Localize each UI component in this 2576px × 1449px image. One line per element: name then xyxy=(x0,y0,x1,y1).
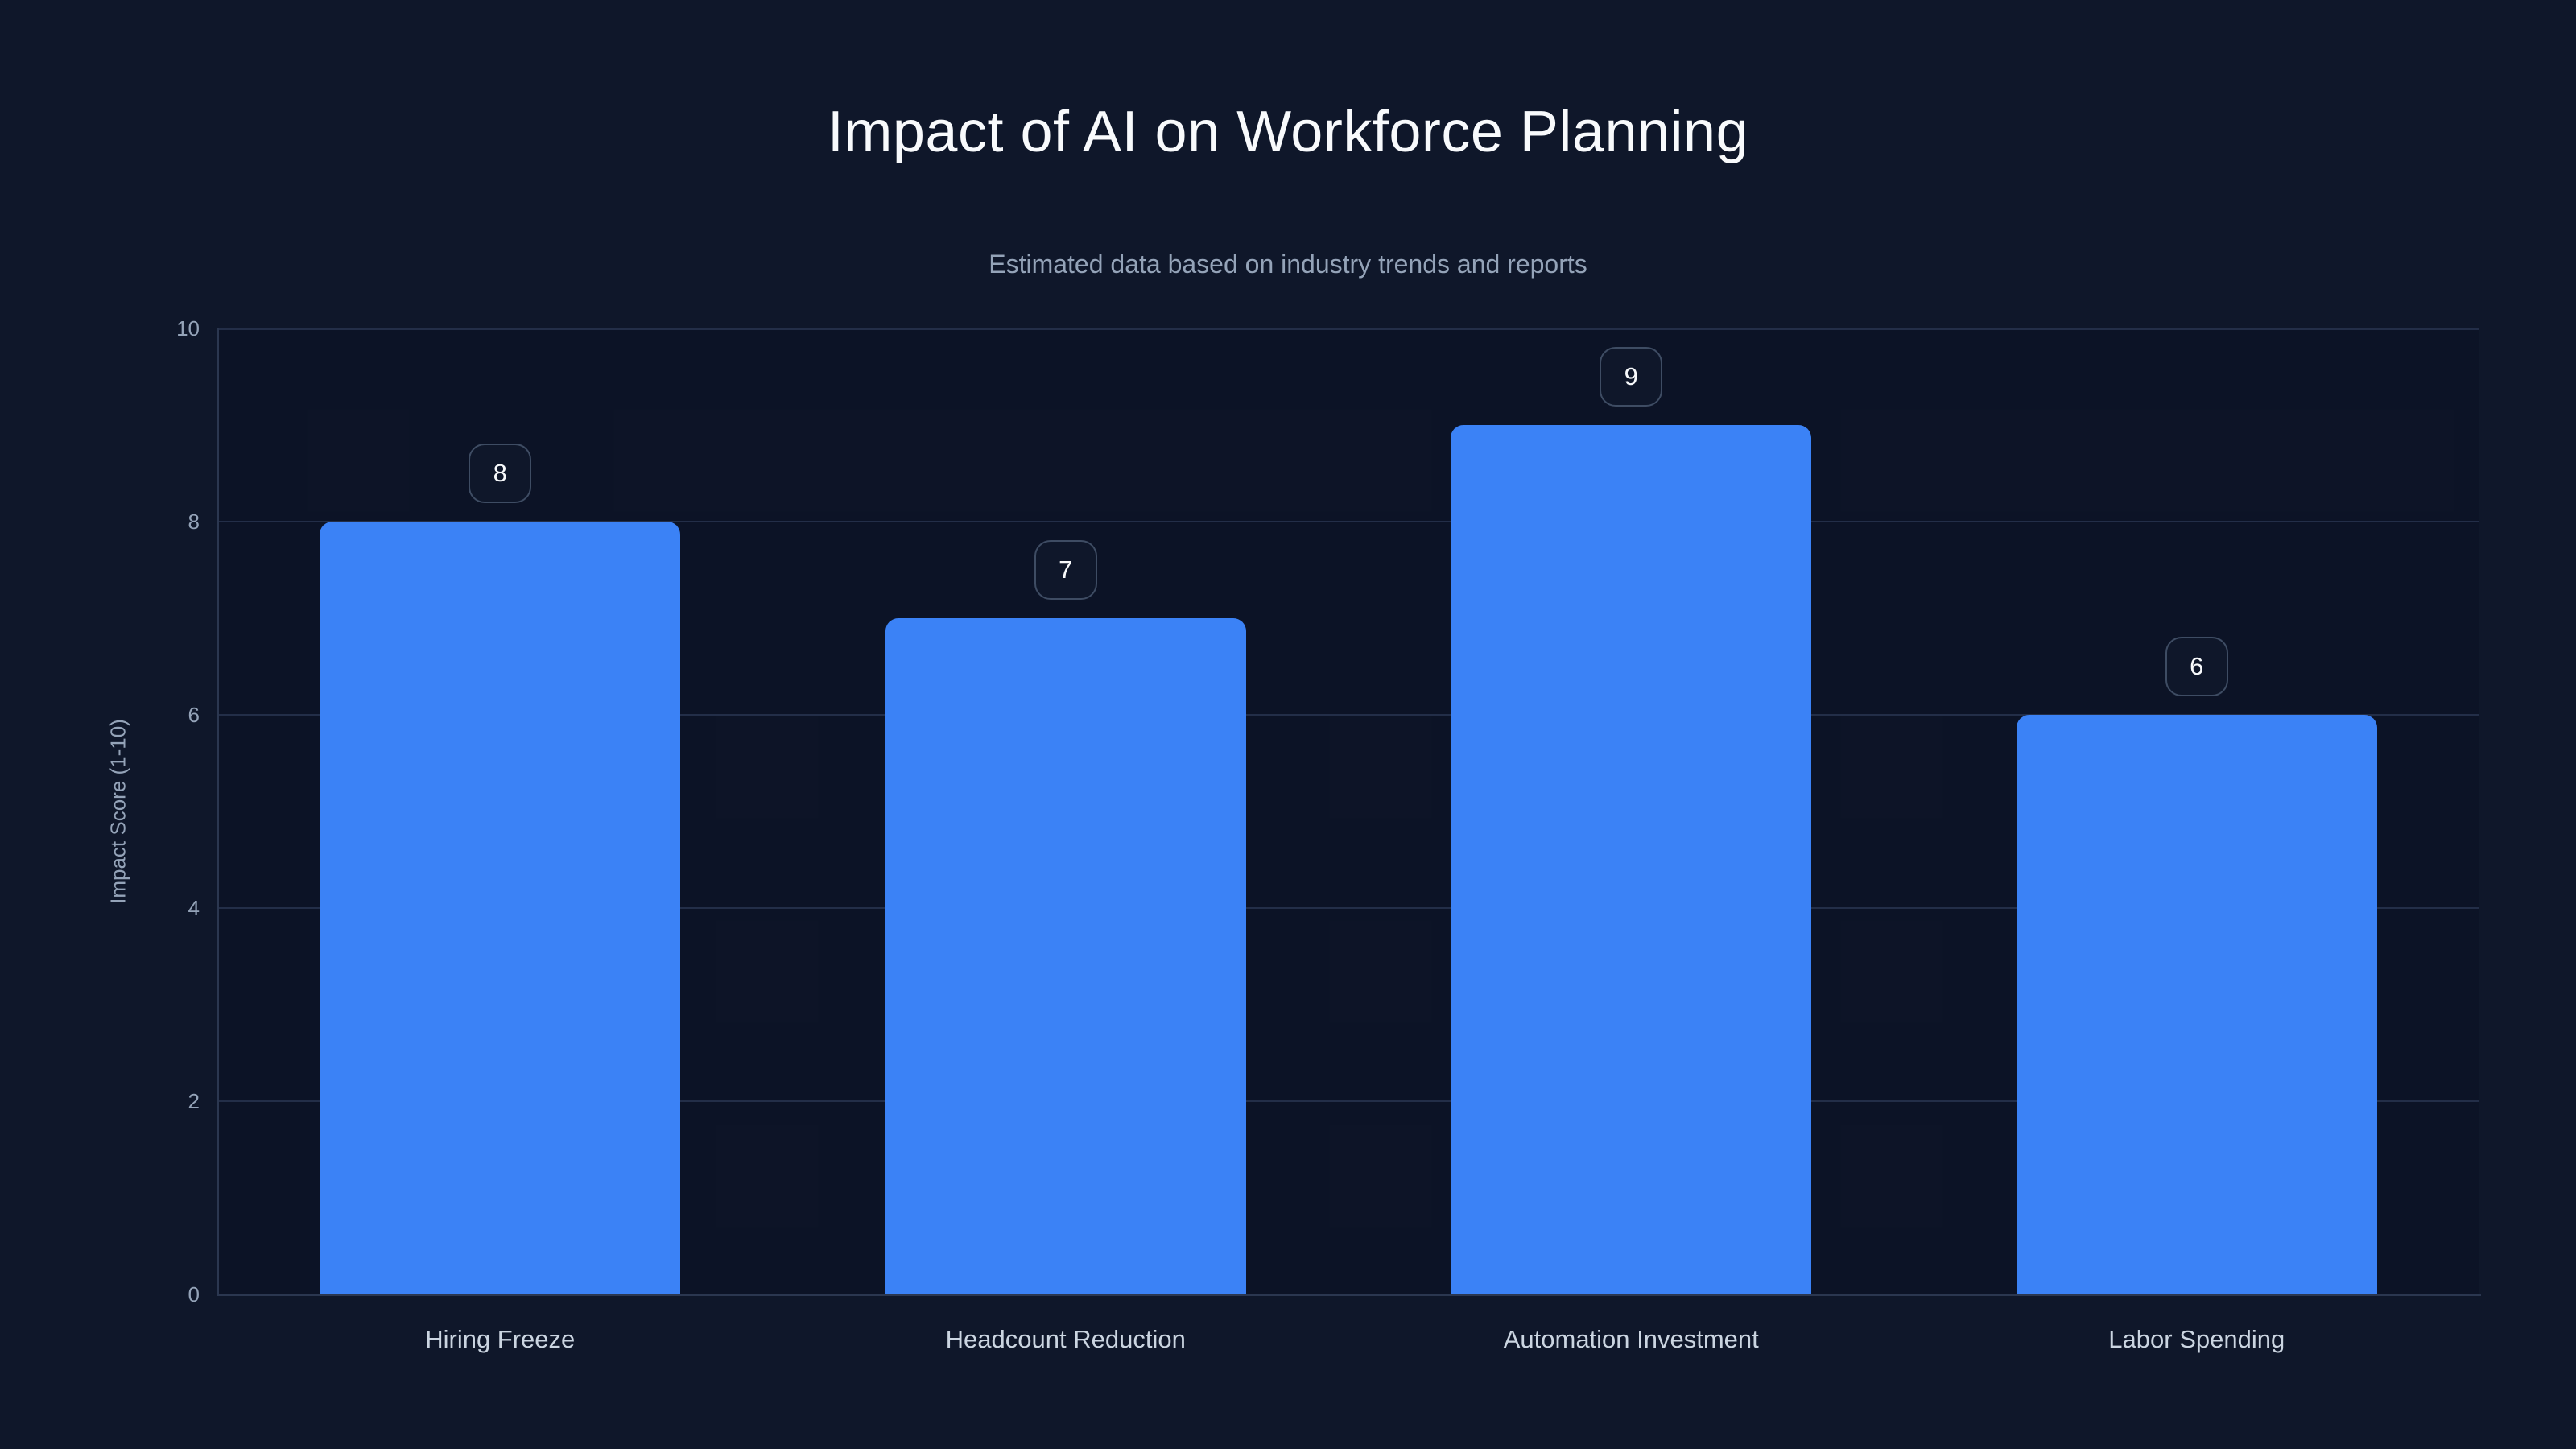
bar-headcount-reduction[interactable] xyxy=(885,618,1246,1294)
bar-labor-spending[interactable] xyxy=(2016,715,2377,1294)
chart-subtitle: Estimated data based on industry trends … xyxy=(989,250,1587,279)
gridline xyxy=(217,521,2479,522)
x-axis-label: Automation Investment xyxy=(1503,1325,1759,1353)
bar-hiring-freeze[interactable] xyxy=(320,522,681,1294)
gridline xyxy=(217,714,2479,716)
x-axis-label: Labor Spending xyxy=(2108,1325,2285,1353)
bar-value-badge: 8 xyxy=(469,444,532,503)
x-axis-line xyxy=(217,1294,2481,1296)
y-axis-title: Impact Score (1-10) xyxy=(105,719,130,904)
bar-value-badge: 6 xyxy=(2165,637,2228,696)
y-tick-label: 10 xyxy=(176,316,200,341)
x-axis-label: Hiring Freeze xyxy=(425,1325,576,1353)
y-tick-label: 8 xyxy=(188,510,200,534)
y-axis-line xyxy=(217,328,219,1296)
x-axis-label: Headcount Reduction xyxy=(945,1325,1186,1353)
y-tick-label: 0 xyxy=(188,1282,200,1307)
chart-title: Impact of AI on Workforce Planning xyxy=(827,100,1749,164)
y-tick-label: 6 xyxy=(188,703,200,727)
gridline xyxy=(217,907,2479,909)
gridline xyxy=(217,328,2479,330)
gridline xyxy=(217,1100,2479,1102)
bar-value-badge: 9 xyxy=(1600,347,1663,407)
y-tick-label: 2 xyxy=(188,1089,200,1113)
y-tick-label: 4 xyxy=(188,896,200,920)
bar-value-badge: 7 xyxy=(1034,540,1097,600)
bar-automation-investment[interactable] xyxy=(1451,425,1812,1294)
